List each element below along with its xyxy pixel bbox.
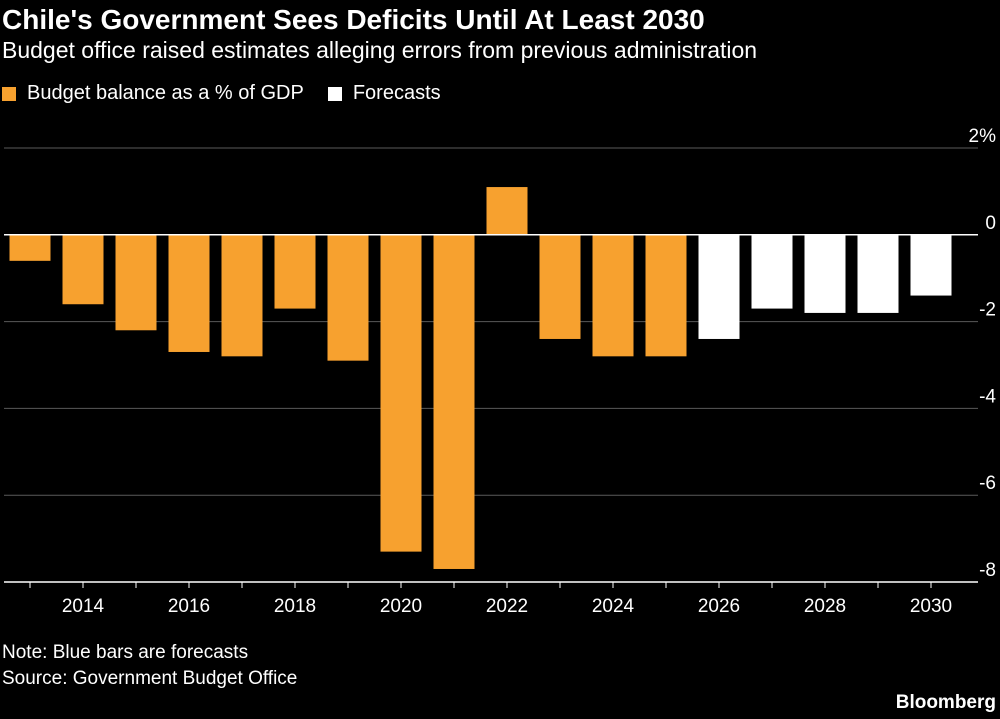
budget-balance-bar: [539, 234, 581, 339]
x-tick-label: 2014: [62, 596, 105, 617]
budget-balance-bar: [327, 234, 369, 361]
legend-item-forecast: Forecasts: [327, 82, 441, 105]
budget-balance-bar: [168, 234, 210, 352]
forecast-bar: [804, 234, 846, 313]
budget-balance-bar: [592, 234, 634, 357]
forecast-bar: [910, 234, 952, 296]
chart-title: Chile's Government Sees Deficits Until A…: [2, 4, 705, 35]
x-tick-label: 2028: [804, 596, 846, 617]
y-tick-label: -8: [979, 560, 996, 581]
axis-layer: 2% 0 -2 -4 -6 -8 2014 2016 2018 2020 2022 2024 2026 2…: [4, 126, 996, 617]
y-tick-label: -2: [979, 300, 996, 321]
budget-balance-bar: [221, 234, 263, 357]
legend: Budget balance as a % of GDP Forecasts: [2, 82, 465, 105]
legend-label-forecast: Forecasts: [352, 82, 441, 104]
budget-balance-bar: [115, 234, 157, 331]
x-tick-label: 2024: [592, 596, 635, 617]
brand-logo-text: Bloomberg: [895, 692, 996, 713]
chart-subtitle: Budget office raised estimates alleging …: [2, 37, 758, 63]
x-tick-label: 2020: [380, 596, 422, 617]
legend-label-actual: Budget balance as a % of GDP: [27, 82, 304, 104]
x-tick-label: 2022: [486, 596, 528, 617]
footer-source: Source: Government Budget Office: [2, 668, 298, 689]
y-tick-label: 2%: [969, 126, 997, 147]
budget-balance-bar: [380, 234, 422, 552]
bar-layer: [9, 187, 952, 569]
footer-note: Note: Blue bars are forecasts: [2, 642, 249, 663]
legend-swatch-actual: [2, 86, 16, 101]
budget-balance-bar: [62, 234, 104, 305]
legend-swatch-forecast: [327, 86, 342, 101]
forecast-bar: [751, 234, 793, 309]
legend-item-actual: Budget balance as a % of GDP: [2, 82, 304, 105]
x-tick-label: 2018: [274, 596, 316, 617]
y-tick-label: 0: [985, 213, 996, 234]
x-tick-label: 2016: [168, 596, 210, 617]
x-tick-label: 2030: [910, 596, 952, 617]
budget-balance-bar: [645, 234, 687, 357]
forecast-bar: [698, 234, 740, 339]
y-tick-label: -4: [979, 386, 996, 407]
budget-balance-bar: [486, 187, 528, 235]
budget-balance-bar: [433, 234, 475, 569]
y-tick-label: -6: [979, 473, 996, 494]
budget-balance-bar: [274, 234, 316, 309]
x-tick-label: 2026: [698, 596, 740, 617]
forecast-bar: [857, 234, 899, 313]
budget-balance-bar: [9, 234, 51, 261]
